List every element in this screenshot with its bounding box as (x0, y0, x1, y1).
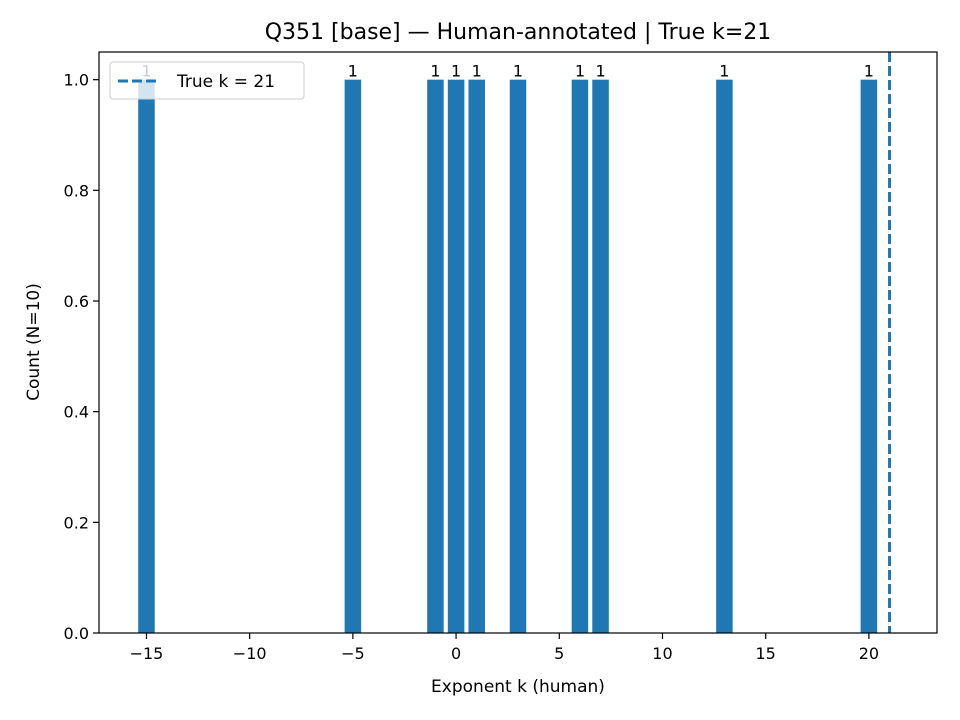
bar-value-label: 1 (575, 62, 585, 81)
bar (571, 79, 589, 633)
legend: True k = 21 (109, 61, 305, 100)
y-tick-label: 0.6 (64, 292, 89, 311)
x-tick-label: 20 (859, 644, 879, 663)
y-axis-label: Count (N=10) (24, 283, 44, 401)
y-tick-label: 0.4 (64, 403, 89, 422)
bar-value-label: 1 (595, 62, 605, 81)
x-tick-label: −5 (341, 644, 365, 663)
bar-value-label: 1 (472, 62, 482, 81)
bar-value-label: 1 (430, 62, 440, 81)
bar (509, 79, 527, 633)
bar-value-label: 1 (451, 62, 461, 81)
legend-box (109, 61, 305, 100)
x-tick-label: 0 (451, 644, 461, 663)
bar (592, 79, 609, 633)
y-axis-ticks: 0.0 0.2 0.4 0.6 0.8 1.0 (64, 71, 99, 643)
x-tick-label: 10 (652, 644, 672, 663)
bar (716, 79, 733, 633)
legend-entry-label: True k = 21 (176, 72, 275, 92)
x-axis-label: Exponent k (human) (431, 677, 605, 697)
x-tick-label: −15 (130, 644, 164, 663)
bar-value-label: 1 (864, 62, 874, 81)
bar-value-label: 1 (348, 62, 358, 81)
x-tick-label: 15 (756, 644, 776, 663)
bar-value-label: 1 (719, 62, 729, 81)
bar (447, 79, 465, 633)
bar (860, 79, 878, 633)
y-tick-label: 0.2 (64, 513, 89, 532)
x-axis-ticks: −15 −10 −5 0 5 10 15 20 (130, 633, 879, 663)
y-tick-label: 1.0 (64, 71, 89, 90)
x-tick-label: −10 (233, 644, 267, 663)
y-tick-label: 0.0 (64, 624, 89, 643)
x-tick-label: 5 (554, 644, 564, 663)
bar (468, 79, 485, 633)
y-tick-label: 0.8 (64, 181, 89, 200)
bar (138, 79, 155, 633)
bar-value-label: 1 (513, 62, 523, 81)
bar (344, 79, 362, 633)
chart-title: Q351 [base] — Human-annotated | True k=2… (265, 20, 772, 45)
bar (427, 79, 444, 633)
plot-frame (98, 51, 938, 634)
bars-layer (138, 79, 878, 633)
